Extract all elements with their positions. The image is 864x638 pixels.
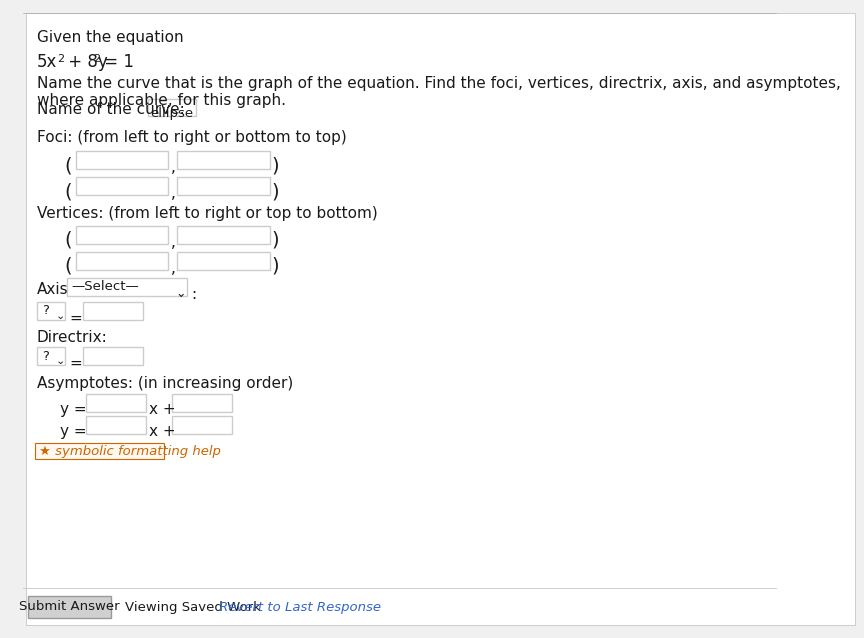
FancyBboxPatch shape xyxy=(86,416,146,434)
FancyBboxPatch shape xyxy=(76,151,168,169)
Text: ★ symbolic formatting help: ★ symbolic formatting help xyxy=(39,445,220,458)
Text: (: ( xyxy=(65,231,73,250)
FancyBboxPatch shape xyxy=(28,596,111,618)
FancyBboxPatch shape xyxy=(35,443,164,459)
Text: ): ) xyxy=(271,156,279,175)
Text: :: : xyxy=(191,287,196,302)
FancyBboxPatch shape xyxy=(67,278,187,296)
Text: Foci: (from left to right or bottom to top): Foci: (from left to right or bottom to t… xyxy=(37,130,346,145)
Text: =: = xyxy=(69,311,82,326)
Text: Asymptotes: (in increasing order): Asymptotes: (in increasing order) xyxy=(37,376,293,391)
Text: Revert to Last Response: Revert to Last Response xyxy=(219,600,381,614)
FancyBboxPatch shape xyxy=(37,302,65,320)
FancyBboxPatch shape xyxy=(148,99,196,116)
FancyBboxPatch shape xyxy=(177,177,270,195)
Text: ⌄: ⌄ xyxy=(175,287,186,300)
Text: ⌄: ⌄ xyxy=(55,356,65,366)
Text: (: ( xyxy=(65,257,73,276)
Text: 5x: 5x xyxy=(37,53,57,71)
FancyBboxPatch shape xyxy=(76,226,168,244)
FancyBboxPatch shape xyxy=(83,347,143,365)
FancyBboxPatch shape xyxy=(37,347,65,365)
Text: (: ( xyxy=(65,156,73,175)
Text: y =: y = xyxy=(60,402,86,417)
Text: Given the equation: Given the equation xyxy=(37,30,183,45)
Text: =: = xyxy=(69,356,82,371)
Text: ): ) xyxy=(271,231,279,250)
FancyBboxPatch shape xyxy=(177,252,270,270)
Text: 2: 2 xyxy=(93,54,100,64)
FancyBboxPatch shape xyxy=(177,151,270,169)
FancyBboxPatch shape xyxy=(76,177,168,195)
Text: (: ( xyxy=(65,182,73,201)
Text: Submit Answer: Submit Answer xyxy=(19,600,119,614)
Text: ,: , xyxy=(171,186,175,201)
FancyBboxPatch shape xyxy=(83,302,143,320)
FancyBboxPatch shape xyxy=(172,394,232,412)
Text: —Select—: —Select— xyxy=(71,281,139,293)
Text: ?: ? xyxy=(41,350,48,362)
FancyBboxPatch shape xyxy=(177,226,270,244)
Text: ): ) xyxy=(271,182,279,201)
Text: ,: , xyxy=(171,160,175,175)
Text: ellipse: ellipse xyxy=(150,107,194,121)
Text: ⌄: ⌄ xyxy=(55,311,65,321)
Text: Name the curve that is the graph of the equation. Find the foci, vertices, direc: Name the curve that is the graph of the … xyxy=(37,76,841,108)
Text: ?: ? xyxy=(41,304,48,318)
Text: 2: 2 xyxy=(57,54,65,64)
FancyBboxPatch shape xyxy=(76,252,168,270)
FancyBboxPatch shape xyxy=(86,394,146,412)
Text: ,: , xyxy=(171,261,175,276)
Text: ): ) xyxy=(271,257,279,276)
Text: x +: x + xyxy=(149,402,175,417)
Text: Vertices: (from left to right or top to bottom): Vertices: (from left to right or top to … xyxy=(37,206,378,221)
Text: + 8y: + 8y xyxy=(63,53,108,71)
Text: Viewing Saved Work: Viewing Saved Work xyxy=(124,600,269,614)
Text: y =: y = xyxy=(60,424,86,439)
Text: Axis: Axis xyxy=(37,282,68,297)
Text: = 1: = 1 xyxy=(98,53,134,71)
Text: ,: , xyxy=(171,235,175,250)
Text: Name of the curve:: Name of the curve: xyxy=(37,102,185,117)
FancyBboxPatch shape xyxy=(172,416,232,434)
Text: x +: x + xyxy=(149,424,175,439)
Text: Directrix:: Directrix: xyxy=(37,330,108,345)
